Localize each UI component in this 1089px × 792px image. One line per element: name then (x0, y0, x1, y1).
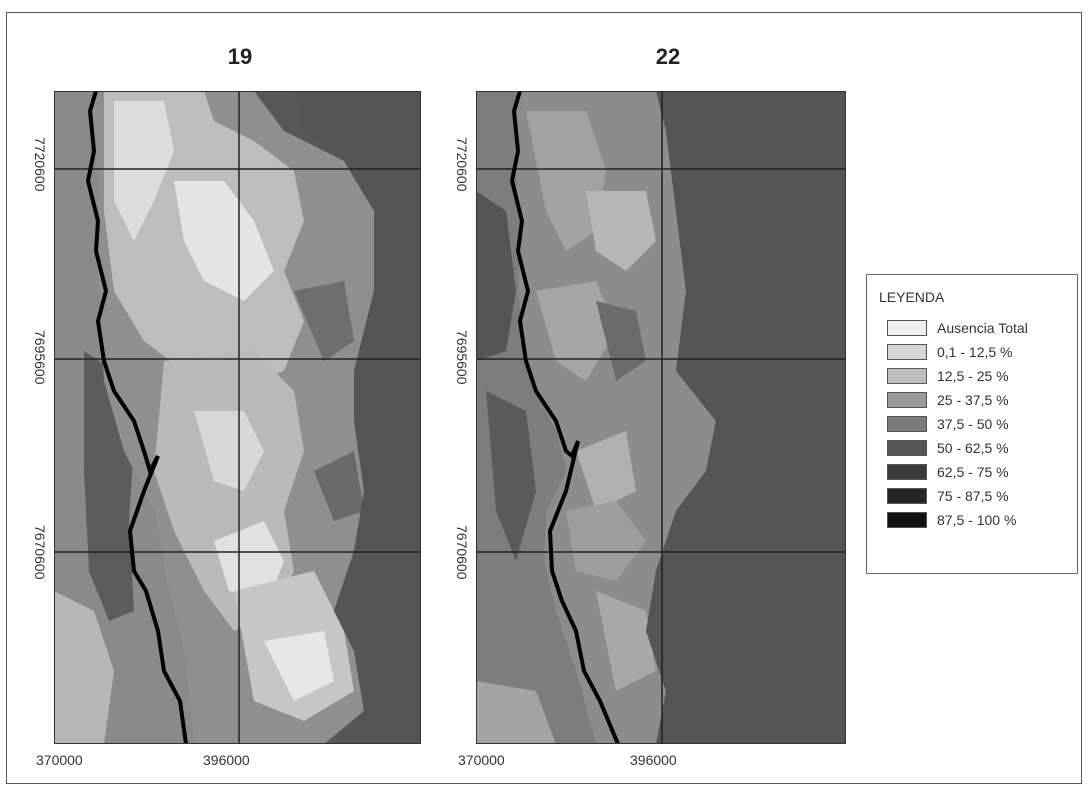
map19-mid-lighter (194, 411, 264, 491)
map22-xtick-1: 370000 (458, 752, 505, 768)
map-title-22: 22 (655, 44, 681, 69)
map22-mid-light-2 (576, 431, 636, 511)
legend-swatch (887, 320, 927, 336)
legend-item: 87,5 - 100 % (887, 511, 1077, 531)
legend-item: 50 - 62,5 % (887, 439, 1077, 459)
legend-title: LEYENDA (879, 289, 945, 305)
legend-swatch (887, 368, 927, 384)
map22-ytick-2: 7695600 (454, 330, 470, 385)
map22-north-light (526, 111, 606, 251)
map19-ytick-2: 7695600 (32, 330, 48, 385)
legend-swatch (887, 392, 927, 408)
map22-southwest (476, 681, 556, 744)
legend-item: Ausencia Total (887, 319, 1077, 339)
map22-ytick-1: 7720600 (454, 137, 470, 192)
legend-label: 0,1 - 12,5 % (937, 344, 1013, 360)
map-panel-22 (476, 91, 846, 744)
map22-mid-dark (596, 301, 646, 381)
map19-north-lightest (174, 181, 274, 301)
legend-item: 37,5 - 50 % (887, 415, 1077, 435)
legend-label: 37,5 - 50 % (937, 416, 1009, 432)
map22-xtick-2: 396000 (630, 752, 677, 768)
map-title-19: 19 (227, 44, 253, 69)
legend-label: 75 - 87,5 % (937, 488, 1009, 504)
map19-boundary-line (85, 91, 188, 744)
map19-xtick-2: 396000 (203, 752, 250, 768)
map22-north-lighter (586, 191, 656, 271)
legend-label: 62,5 - 75 % (937, 464, 1009, 480)
legend-swatch (887, 440, 927, 456)
legend-swatch (887, 464, 927, 480)
legend-label: 12,5 - 25 % (937, 368, 1009, 384)
map19-ytick-1: 7720600 (32, 137, 48, 192)
map22-central-zone (514, 91, 716, 744)
map22-south-light (566, 501, 646, 581)
legend-swatch (887, 488, 927, 504)
map22-east-zone (646, 91, 846, 744)
map19-east-patch-2 (314, 451, 364, 521)
map22-boundary-line (509, 91, 620, 744)
legend-label: Ausencia Total (937, 320, 1028, 336)
legend-item: 25 - 37,5 % (887, 391, 1077, 411)
map19-xtick-1: 370000 (36, 752, 83, 768)
map22-ytick-3: 7670600 (454, 525, 470, 580)
legend-item: 0,1 - 12,5 % (887, 343, 1077, 363)
map22-west-dark (476, 191, 516, 361)
map19-east-zone (294, 91, 421, 744)
legend-swatch (887, 416, 927, 432)
map22-south-light-2 (596, 591, 656, 691)
legend-swatch (887, 344, 927, 360)
legend-item: 12,5 - 25 % (887, 367, 1077, 387)
legend: LEYENDA Ausencia Total 0,1 - 12,5 % 12,5 -… (866, 274, 1078, 574)
legend-label: 25 - 37,5 % (937, 392, 1009, 408)
legend-label: 87,5 - 100 % (937, 512, 1017, 528)
map22-mid-light (536, 281, 616, 381)
map19-border (54, 91, 421, 744)
map22-west-dark-2 (486, 391, 536, 561)
map19-west-zone (54, 91, 194, 744)
map19-mid-lightest (214, 521, 284, 601)
map19-southwest-light (54, 591, 114, 744)
legend-item: 62,5 - 75 % (887, 463, 1077, 483)
legend-swatch (887, 512, 927, 528)
legend-item: 75 - 87,5 % (887, 487, 1077, 507)
map22-border (476, 91, 846, 744)
legend-label: 50 - 62,5 % (937, 440, 1009, 456)
map19-east-patch (294, 281, 354, 361)
map19-south-lightest (264, 631, 334, 701)
map19-north-lighter (114, 101, 174, 241)
map-panel-19 (54, 91, 421, 744)
map19-ytick-3: 7670600 (32, 525, 48, 580)
